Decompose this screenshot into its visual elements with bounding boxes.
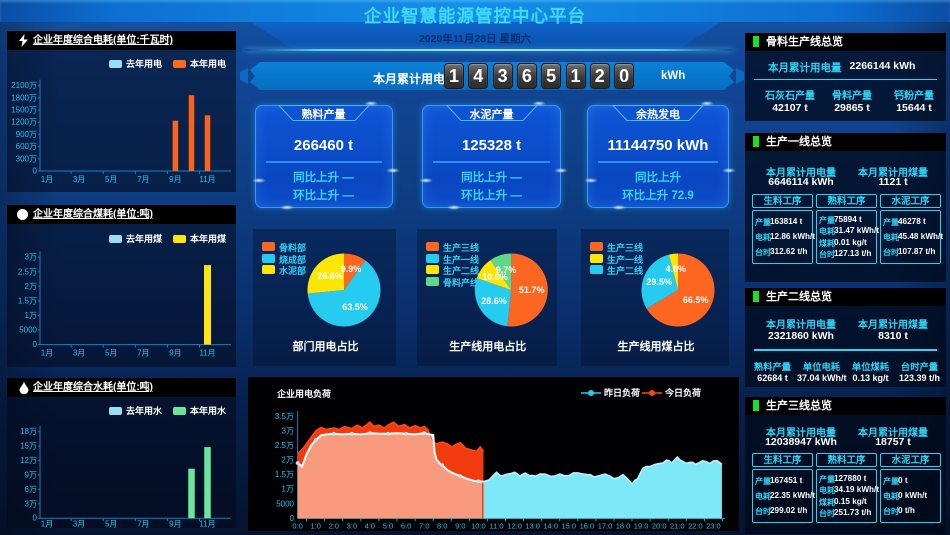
- svg-text:300万: 300万: [16, 154, 37, 163]
- svg-text:3万: 3万: [282, 426, 294, 435]
- svg-text:14:0: 14:0: [543, 522, 558, 531]
- svg-text:2:0: 2:0: [329, 522, 339, 531]
- svg-text:5000: 5000: [19, 326, 37, 335]
- svg-text:3月: 3月: [73, 349, 85, 358]
- svg-text:8:0: 8:0: [437, 522, 447, 531]
- svg-text:9.9%: 9.9%: [341, 264, 362, 274]
- svg-text:18万: 18万: [20, 427, 37, 436]
- svg-text:5月: 5月: [105, 349, 117, 358]
- svg-text:16:0: 16:0: [580, 522, 595, 531]
- svg-text:17:0: 17:0: [598, 522, 613, 531]
- svg-text:2.5万: 2.5万: [275, 441, 294, 450]
- svg-text:23:0: 23:0: [706, 522, 721, 531]
- svg-text:1500万: 1500万: [11, 106, 37, 115]
- svg-text:11月: 11月: [199, 520, 215, 529]
- svg-text:26.6%: 26.6%: [317, 271, 343, 281]
- svg-text:51.7%: 51.7%: [519, 285, 545, 295]
- svg-text:1.5万: 1.5万: [275, 470, 294, 479]
- svg-text:1万: 1万: [282, 485, 294, 494]
- svg-text:1.5万: 1.5万: [18, 296, 37, 305]
- svg-text:5:0: 5:0: [383, 522, 393, 531]
- svg-text:11:0: 11:0: [489, 522, 503, 531]
- svg-text:0: 0: [33, 340, 38, 349]
- svg-text:1:0: 1:0: [310, 522, 320, 531]
- svg-text:12万: 12万: [20, 456, 37, 465]
- svg-text:2100万: 2100万: [11, 81, 37, 90]
- svg-text:1万: 1万: [25, 311, 37, 320]
- svg-text:1月: 1月: [41, 520, 53, 529]
- svg-text:3万: 3万: [25, 253, 37, 262]
- svg-text:28.6%: 28.6%: [481, 296, 507, 306]
- svg-text:9.7%: 9.7%: [496, 265, 517, 275]
- svg-text:9:0: 9:0: [455, 522, 465, 531]
- svg-text:5月: 5月: [105, 520, 117, 529]
- svg-text:900万: 900万: [16, 130, 37, 139]
- svg-text:0: 0: [33, 167, 38, 176]
- svg-text:10:0: 10:0: [471, 522, 486, 531]
- svg-text:2万: 2万: [25, 282, 37, 291]
- svg-text:21:0: 21:0: [670, 522, 685, 531]
- svg-text:18:0: 18:0: [616, 522, 631, 531]
- svg-text:5月: 5月: [105, 175, 117, 184]
- svg-text:6:0: 6:0: [401, 522, 411, 531]
- svg-text:1月: 1月: [41, 349, 53, 358]
- svg-text:9月: 9月: [169, 520, 181, 529]
- svg-text:12:0: 12:0: [507, 522, 522, 531]
- svg-text:6万: 6万: [25, 485, 37, 494]
- svg-text:3:0: 3:0: [347, 522, 357, 531]
- svg-text:66.5%: 66.5%: [683, 295, 709, 305]
- svg-text:19:0: 19:0: [634, 522, 649, 531]
- svg-text:1月: 1月: [41, 175, 53, 184]
- svg-text:2万: 2万: [282, 456, 294, 465]
- svg-text:10.0%: 10.0%: [482, 272, 508, 282]
- svg-text:2.5万: 2.5万: [18, 267, 37, 276]
- svg-text:15万: 15万: [20, 442, 37, 451]
- svg-text:11月: 11月: [199, 175, 215, 184]
- svg-text:3万: 3万: [25, 499, 37, 508]
- svg-text:3月: 3月: [73, 175, 85, 184]
- svg-text:7月: 7月: [137, 520, 149, 529]
- svg-text:0:0: 0:0: [292, 522, 302, 531]
- svg-text:9月: 9月: [169, 175, 181, 184]
- svg-text:0: 0: [290, 514, 295, 523]
- svg-text:0: 0: [33, 514, 38, 523]
- svg-text:13:0: 13:0: [525, 522, 540, 531]
- svg-text:7:0: 7:0: [419, 522, 429, 531]
- svg-text:20:0: 20:0: [652, 522, 667, 531]
- svg-text:7月: 7月: [137, 349, 149, 358]
- svg-text:11月: 11月: [199, 349, 215, 358]
- svg-text:5000: 5000: [276, 499, 294, 508]
- svg-text:22:0: 22:0: [688, 522, 703, 531]
- svg-text:7月: 7月: [137, 175, 149, 184]
- svg-text:9月: 9月: [169, 349, 181, 358]
- svg-text:1200万: 1200万: [11, 118, 37, 127]
- svg-text:1800万: 1800万: [11, 93, 37, 102]
- svg-text:3月: 3月: [73, 520, 85, 529]
- svg-text:4:0: 4:0: [365, 522, 375, 531]
- svg-text:63.5%: 63.5%: [342, 302, 368, 312]
- svg-text:4.0%: 4.0%: [665, 264, 686, 274]
- svg-text:3.5万: 3.5万: [275, 412, 294, 421]
- svg-text:9万: 9万: [25, 470, 37, 479]
- svg-text:29.5%: 29.5%: [646, 277, 672, 287]
- svg-text:15:0: 15:0: [561, 522, 576, 531]
- svg-text:600万: 600万: [16, 142, 37, 151]
